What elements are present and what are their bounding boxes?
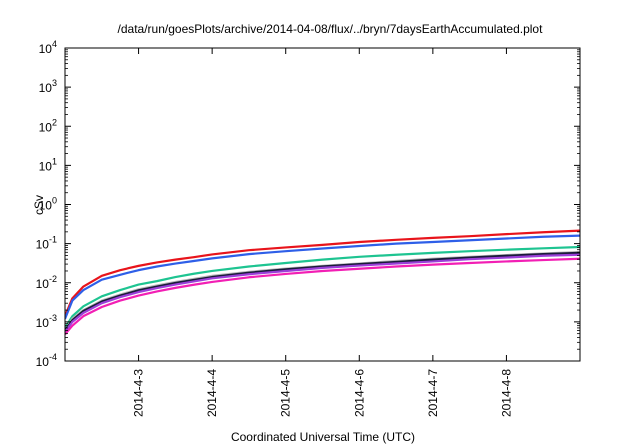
series-line-3 [65,245,580,329]
y-tick-label-base: 10 [39,81,53,95]
series-line-2 [65,234,580,320]
y-tick-label: 104 [39,39,57,56]
y-tick-label-base: 10 [36,316,50,330]
y-tick-label: 10-4 [36,352,57,369]
series-layer [65,229,580,336]
y-tick-label: 101 [39,156,57,173]
y-tick-label-exponent: 2 [52,117,57,127]
y-tick-label-base: 10 [39,42,53,56]
x-axis-label: Coordinated Universal Time (UTC) [231,430,415,444]
y-tick-label: 103 [39,78,57,95]
chart-title: /data/run/goesPlots/archive/2014-04-08/f… [118,22,544,36]
y-tick-label-base: 10 [36,238,50,252]
x-tick-label: 2014-4-3 [132,369,146,417]
x-tick-label: 2014-4-5 [279,369,293,417]
y-tick-label-exponent: -2 [49,274,57,284]
series-line-1 [65,229,580,317]
y-tick-label-exponent: -4 [49,352,57,362]
y-tick-label-base: 10 [36,277,50,291]
y-tick-label: 10-2 [36,274,57,291]
x-tick-label: 2014-4-8 [499,369,513,417]
series-line-7 [65,257,580,336]
y-tick-label-base: 10 [39,199,53,213]
plot-background [65,48,580,361]
y-axis-label: cSv [32,195,46,215]
y-tick-label-base: 10 [36,355,50,369]
y-tick-label-base: 10 [39,159,53,173]
y-tick-label-exponent: 1 [52,156,57,166]
series-line-6 [65,253,580,333]
y-tick-label-exponent: -3 [49,313,57,323]
y-tick-label: 10-3 [36,313,57,330]
y-tick-label-exponent: 4 [52,39,57,49]
y-tick-label: 100 [39,196,57,213]
x-tick-label: 2014-4-6 [352,369,366,417]
x-tick-label: 2014-4-7 [426,369,440,417]
series-line-5 [65,251,580,332]
y-tick-label-exponent: 0 [52,196,57,206]
y-tick-label: 102 [39,117,57,134]
y-tick-label-exponent: -1 [49,235,57,245]
y-tick-label: 10-1 [36,235,57,252]
y-tick-label-exponent: 3 [52,78,57,88]
y-tick-label-base: 10 [39,120,53,134]
plot-area [65,48,580,361]
x-tick-label: 2014-4-4 [205,369,219,417]
